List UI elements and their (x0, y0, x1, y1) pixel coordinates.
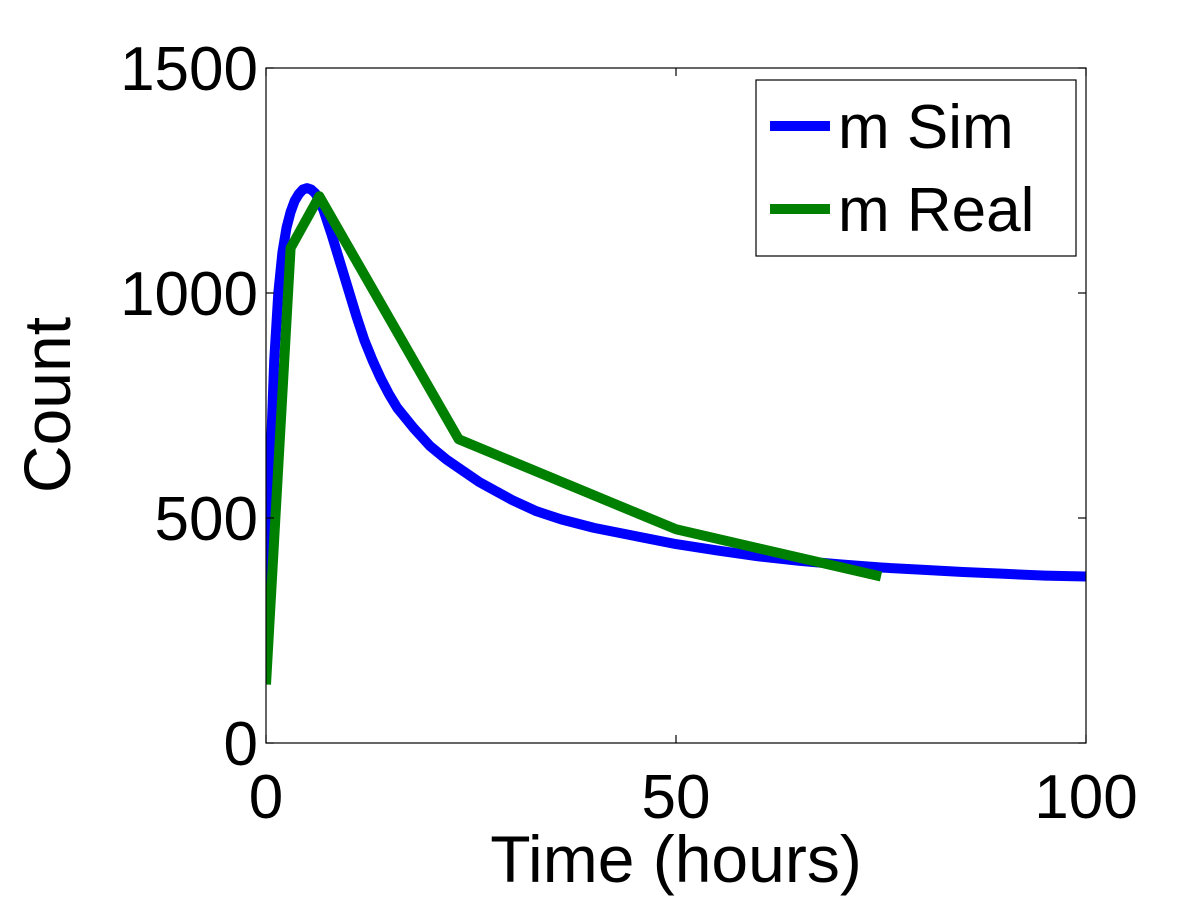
legend-label-1: m Real (838, 176, 1034, 245)
x-axis-title: Time (hours) (490, 822, 862, 896)
series-line-1 (266, 191, 883, 685)
y-tick-label: 1500 (120, 35, 258, 104)
y-tick-label: 1000 (120, 260, 258, 329)
y-axis-title: Count (10, 317, 84, 493)
legend-label-0: m Sim (838, 93, 1014, 162)
series-layer (266, 183, 1086, 685)
x-tick-label: 0 (249, 763, 283, 832)
x-tick-label: 50 (642, 763, 711, 832)
y-tick-label: 500 (155, 485, 258, 554)
series-line-0 (266, 183, 1086, 618)
legend-box (755, 79, 1077, 257)
y-tick-label: 0 (224, 710, 258, 779)
legend: m Sim m Real (755, 79, 1077, 257)
x-tick-label: 100 (1034, 763, 1137, 832)
